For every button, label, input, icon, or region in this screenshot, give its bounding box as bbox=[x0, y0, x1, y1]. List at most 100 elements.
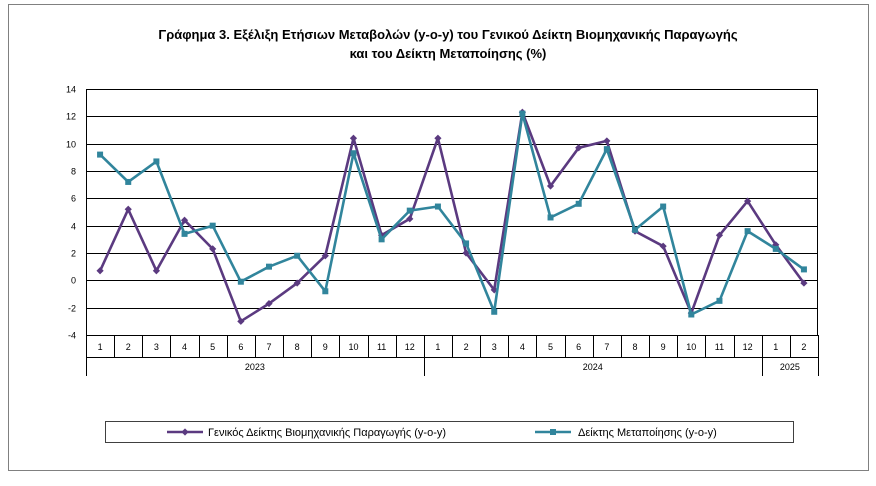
x-tick-label: 7 bbox=[266, 342, 271, 352]
y-tick-label: -4 bbox=[68, 331, 76, 341]
x-tick-label: 5 bbox=[548, 342, 553, 352]
legend-label-2: Δείκτης Μεταποίησης (y-o-y) bbox=[578, 427, 717, 439]
data-point-2 bbox=[350, 150, 357, 157]
series-line-2 bbox=[99, 112, 805, 316]
data-point-1 bbox=[180, 216, 189, 224]
x-tick-label: 3 bbox=[492, 342, 497, 352]
data-point-1 bbox=[800, 279, 808, 287]
x-tick-label: 12 bbox=[743, 342, 753, 352]
data-point-1 bbox=[659, 242, 667, 250]
x-tick-label: 11 bbox=[377, 342, 386, 352]
data-point-2 bbox=[406, 207, 413, 214]
y-tick-label: -2 bbox=[68, 304, 76, 314]
data-point-2 bbox=[153, 158, 160, 165]
y-tick-label: 0 bbox=[71, 276, 76, 286]
data-point-2 bbox=[660, 203, 667, 210]
x-tick-label: 11 bbox=[715, 342, 724, 352]
x-tick-label: 12 bbox=[405, 342, 415, 352]
data-point-1 bbox=[744, 197, 752, 205]
data-point-2 bbox=[688, 311, 695, 318]
data-point-2 bbox=[378, 236, 385, 243]
y-tick-label: 8 bbox=[71, 167, 76, 177]
data-point-2 bbox=[519, 110, 526, 117]
x-group-label: 2023 bbox=[245, 362, 265, 372]
data-point-2 bbox=[209, 222, 216, 229]
legend-label-1: Γενικός Δείκτης Βιομηχανικής Παραγωγής (… bbox=[208, 427, 446, 439]
y-tick-label: 14 bbox=[66, 85, 76, 95]
x-tick-label: 4 bbox=[520, 342, 525, 352]
data-point-1 bbox=[209, 245, 217, 253]
data-point-2 bbox=[463, 240, 470, 247]
y-tick-label: 6 bbox=[71, 194, 76, 204]
data-point-2 bbox=[266, 263, 272, 270]
data-point-2 bbox=[322, 288, 329, 295]
x-tick-label: 9 bbox=[661, 342, 666, 352]
x-tick-label: 7 bbox=[604, 342, 609, 352]
data-point-1 bbox=[349, 134, 358, 142]
data-point-2 bbox=[294, 252, 301, 259]
x-tick-label: 1 bbox=[435, 342, 440, 352]
x-tick-label: 6 bbox=[238, 342, 243, 352]
data-point-1 bbox=[293, 279, 301, 287]
data-point-2 bbox=[603, 146, 610, 153]
x-tick-label: 9 bbox=[323, 342, 328, 352]
data-point-1 bbox=[603, 137, 611, 145]
data-point-2 bbox=[575, 200, 582, 207]
x-tick-label: 8 bbox=[295, 342, 300, 352]
legend-marker-2 bbox=[550, 429, 556, 435]
data-point-2 bbox=[97, 151, 104, 158]
y-tick-label: 10 bbox=[66, 140, 76, 150]
legend-marker-1 bbox=[181, 428, 189, 436]
x-tick-label: 8 bbox=[632, 342, 637, 352]
data-point-2 bbox=[744, 228, 751, 235]
data-point-1 bbox=[265, 299, 273, 308]
data-point-2 bbox=[181, 230, 188, 237]
data-point-1 bbox=[575, 144, 583, 152]
data-point-1 bbox=[462, 249, 470, 257]
data-point-1 bbox=[406, 215, 414, 223]
x-group-label: 2024 bbox=[583, 362, 603, 372]
x-tick-label: 3 bbox=[154, 342, 159, 352]
legend: Γενικός Δείκτης Βιομηχανικής Παραγωγής (… bbox=[105, 421, 794, 443]
data-point-2 bbox=[547, 214, 554, 221]
data-point-1 bbox=[152, 267, 160, 275]
series-line-1 bbox=[98, 110, 805, 323]
data-point-2 bbox=[491, 308, 498, 315]
x-tick-label: 2 bbox=[126, 342, 131, 352]
data-point-2 bbox=[632, 226, 638, 233]
chart-title-line-2: και του Δείκτη Μεταποίησης (%) bbox=[350, 46, 547, 61]
outer-border bbox=[8, 4, 869, 471]
x-tick-label: 1 bbox=[98, 342, 103, 352]
data-point-1 bbox=[546, 182, 555, 190]
data-point-2 bbox=[434, 203, 441, 210]
data-point-1 bbox=[237, 317, 245, 325]
x-tick-label: 2 bbox=[464, 342, 469, 352]
x-group-label: 2025 bbox=[780, 362, 800, 372]
y-tick-label: 4 bbox=[71, 222, 76, 232]
data-point-1 bbox=[96, 267, 104, 275]
chart-title-line-1: Γράφημα 3. Εξέλιξη Ετήσιων Μεταβολών (y-… bbox=[158, 27, 737, 42]
data-point-1 bbox=[715, 231, 724, 239]
data-point-2 bbox=[125, 178, 132, 185]
y-tick-label: 2 bbox=[71, 249, 76, 259]
y-tick-label: 12 bbox=[66, 112, 76, 122]
x-tick-label: 6 bbox=[576, 342, 581, 352]
data-point-1 bbox=[434, 134, 442, 142]
x-tick-label: 10 bbox=[348, 342, 358, 352]
data-point-2 bbox=[772, 245, 779, 252]
data-point-2 bbox=[237, 278, 244, 285]
data-point-2 bbox=[800, 266, 807, 273]
x-tick-label: 5 bbox=[210, 342, 215, 352]
data-point-2 bbox=[716, 297, 723, 304]
data-point-1 bbox=[321, 252, 329, 260]
series-lines bbox=[96, 108, 808, 325]
x-tick-label: 4 bbox=[182, 342, 187, 352]
x-tick-label: 2 bbox=[801, 342, 806, 352]
x-tick-label: 10 bbox=[686, 342, 696, 352]
legend-box bbox=[105, 421, 794, 443]
data-point-1 bbox=[124, 205, 132, 213]
x-tick-label: 1 bbox=[773, 342, 778, 352]
